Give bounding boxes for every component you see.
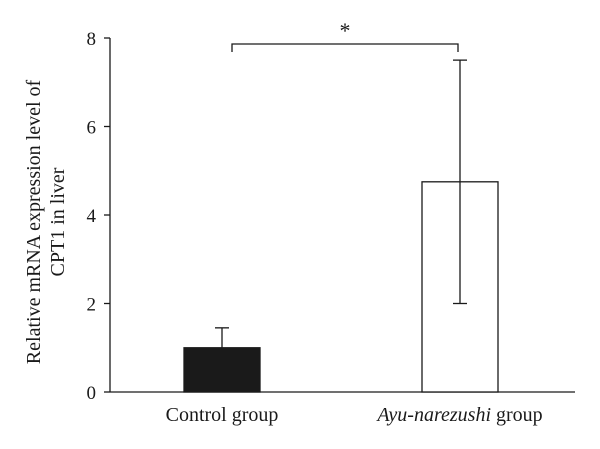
y-tick-label: 0 [87, 383, 97, 404]
y-axis-title-line: CPT1 in liver [47, 167, 69, 276]
x-category-label: Ayu-narezushi group [375, 404, 542, 426]
error-bars [215, 59, 467, 348]
y-tick-label: 8 [87, 29, 97, 50]
significance-bracket-line [231, 43, 459, 52]
bars [183, 181, 499, 393]
y-axis-title: Relative mRNA expression level of CPT1 in… [23, 79, 69, 364]
significance-marker: * [340, 18, 351, 43]
x-category-label: Control group [166, 404, 279, 426]
y-tick-label: 4 [87, 206, 97, 227]
x-category-label-part: Control group [166, 404, 279, 426]
x-axis: Control group Ayu-narezushi group [110, 391, 575, 426]
y-tick-label: 2 [87, 295, 97, 316]
x-category-label-part: Ayu-narezushi [375, 404, 491, 426]
y-tick-label: 6 [87, 118, 97, 139]
x-category-label-part: group [491, 404, 543, 426]
significance-bracket: * [231, 18, 459, 52]
y-axis: 0 2 4 6 8 [87, 29, 111, 404]
bar-control [183, 347, 261, 393]
y-axis-title-line: Relative mRNA expression level of [23, 79, 45, 364]
